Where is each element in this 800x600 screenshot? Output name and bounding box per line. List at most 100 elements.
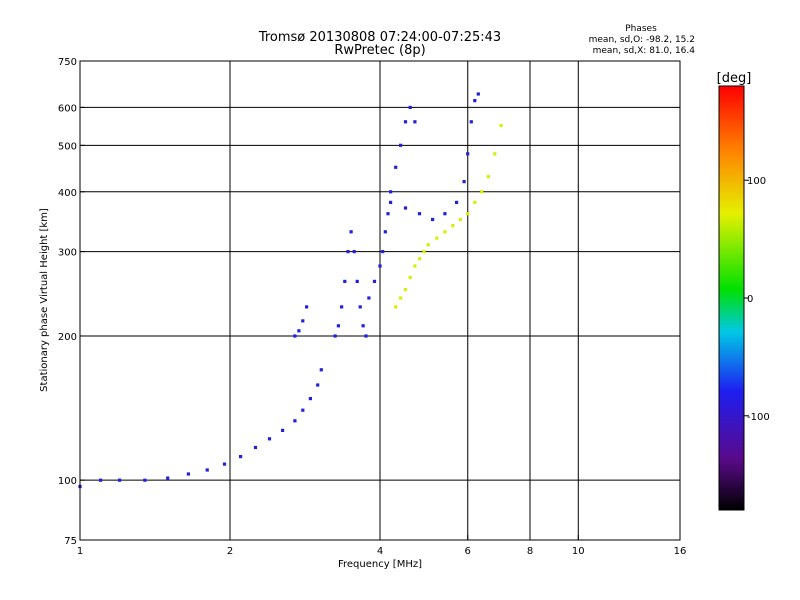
data-point-o <box>358 305 362 309</box>
data-point-x <box>480 190 484 194</box>
data-point-o <box>403 206 408 210</box>
data-point-x <box>417 257 422 261</box>
data-point-o <box>355 279 359 283</box>
data-point-o <box>349 230 353 234</box>
data-point-x <box>486 175 490 179</box>
phase-box-title: Phases <box>625 24 657 34</box>
data-point-o <box>239 455 243 459</box>
y-tick-label: 75 <box>64 536 77 547</box>
x-tick-label: 4 <box>377 546 383 557</box>
data-point-o <box>399 143 403 147</box>
data-point-o <box>389 190 393 194</box>
data-point-o <box>455 200 459 204</box>
data-point-o <box>346 250 350 254</box>
colorbar-tick-label: 0 <box>747 294 753 305</box>
x-tick-label: 8 <box>527 546 533 557</box>
data-point-o <box>301 319 305 323</box>
data-point-o <box>352 250 356 254</box>
data-point-o <box>431 217 435 222</box>
x-tick-label: 16 <box>674 546 687 557</box>
data-point-x <box>403 287 408 292</box>
colorbar-label: [deg] <box>717 71 752 86</box>
data-point-o <box>476 92 480 96</box>
data-point-x <box>451 224 455 228</box>
chart-title: Tromsø 20130808 07:24:00-07:25:43 <box>258 30 501 45</box>
data-point-o <box>383 230 387 234</box>
phase-box-line-x: mean, sd,X: 81.0, 16.4 <box>593 46 696 56</box>
data-point-o <box>166 476 170 480</box>
data-point-o <box>386 212 390 216</box>
data-point-o <box>297 329 301 333</box>
data-point-o <box>267 437 272 441</box>
data-point-o <box>361 324 365 328</box>
data-point-o <box>462 180 466 184</box>
data-point-x <box>473 200 477 204</box>
data-point-o <box>253 445 258 450</box>
data-point-o <box>389 200 393 204</box>
data-point-o <box>413 120 417 124</box>
data-point-o <box>367 296 371 300</box>
data-point-o <box>473 99 477 103</box>
data-point-o <box>403 120 408 124</box>
data-point-o <box>301 408 305 412</box>
data-point-o <box>469 120 473 124</box>
data-point-o <box>336 324 340 328</box>
y-tick-label: 100 <box>58 476 77 487</box>
data-points <box>78 92 503 489</box>
y-tick-label: 400 <box>58 188 77 199</box>
x-tick-label: 6 <box>465 546 471 557</box>
data-point-o <box>372 279 377 283</box>
colorbar <box>719 86 744 510</box>
data-point-o <box>343 279 347 283</box>
y-axis-label: Stationary phase Virtual Height [km] <box>39 208 50 392</box>
data-point-o <box>205 468 209 472</box>
data-point-x <box>443 230 447 234</box>
data-point-o <box>293 419 297 423</box>
chart-subtitle: RwPretec (8p) <box>334 43 425 58</box>
data-point-o <box>381 250 385 254</box>
y-tick-label: 300 <box>58 248 77 259</box>
colorbar-tick-label: -100 <box>747 412 770 423</box>
colorbar-ticks: 100 0 -100 <box>744 176 770 423</box>
data-point-x <box>493 152 497 156</box>
data-point-o <box>340 305 344 309</box>
x-axis-label: Frequency [MHz] <box>338 559 422 570</box>
data-point-x <box>458 217 462 222</box>
data-point-o <box>281 428 285 432</box>
data-point-o <box>293 334 297 338</box>
data-point-o <box>99 478 103 482</box>
data-point-x <box>413 264 417 268</box>
data-point-o <box>417 212 422 216</box>
data-point-o <box>117 478 122 482</box>
data-point-o <box>316 383 320 387</box>
data-point-o <box>394 165 398 169</box>
data-point-o <box>222 462 227 466</box>
data-point-x <box>394 305 398 309</box>
data-point-x <box>466 212 470 216</box>
y-axis-ticks: 75 100 200 300 400 500 600 750 <box>58 57 85 547</box>
data-point-x <box>435 236 439 240</box>
x-tick-label: 2 <box>227 546 233 557</box>
data-point-x <box>426 243 430 247</box>
y-tick-label: 750 <box>58 57 77 68</box>
data-point-o <box>443 212 447 216</box>
data-point-o <box>143 478 147 482</box>
colorbar-tick-label: 100 <box>747 176 766 187</box>
data-point-o <box>333 334 337 338</box>
data-point-o <box>466 152 470 156</box>
y-tick-label: 600 <box>58 103 77 114</box>
data-point-o <box>308 397 312 401</box>
phase-box-line-o: mean, sd,O: -98.2, 15.2 <box>589 35 695 45</box>
x-axis-ticks: 1 2 4 6 8 10 16 <box>77 535 687 557</box>
data-point-x <box>399 296 403 300</box>
data-point-o <box>364 334 368 338</box>
data-point-x <box>422 250 426 254</box>
data-point-o <box>186 472 190 476</box>
grid-lines <box>80 61 680 540</box>
data-point-o <box>378 264 382 268</box>
x-tick-label: 10 <box>572 546 585 557</box>
y-tick-label: 500 <box>58 141 77 152</box>
data-point-x <box>408 275 412 279</box>
x-tick-label: 1 <box>77 546 83 557</box>
